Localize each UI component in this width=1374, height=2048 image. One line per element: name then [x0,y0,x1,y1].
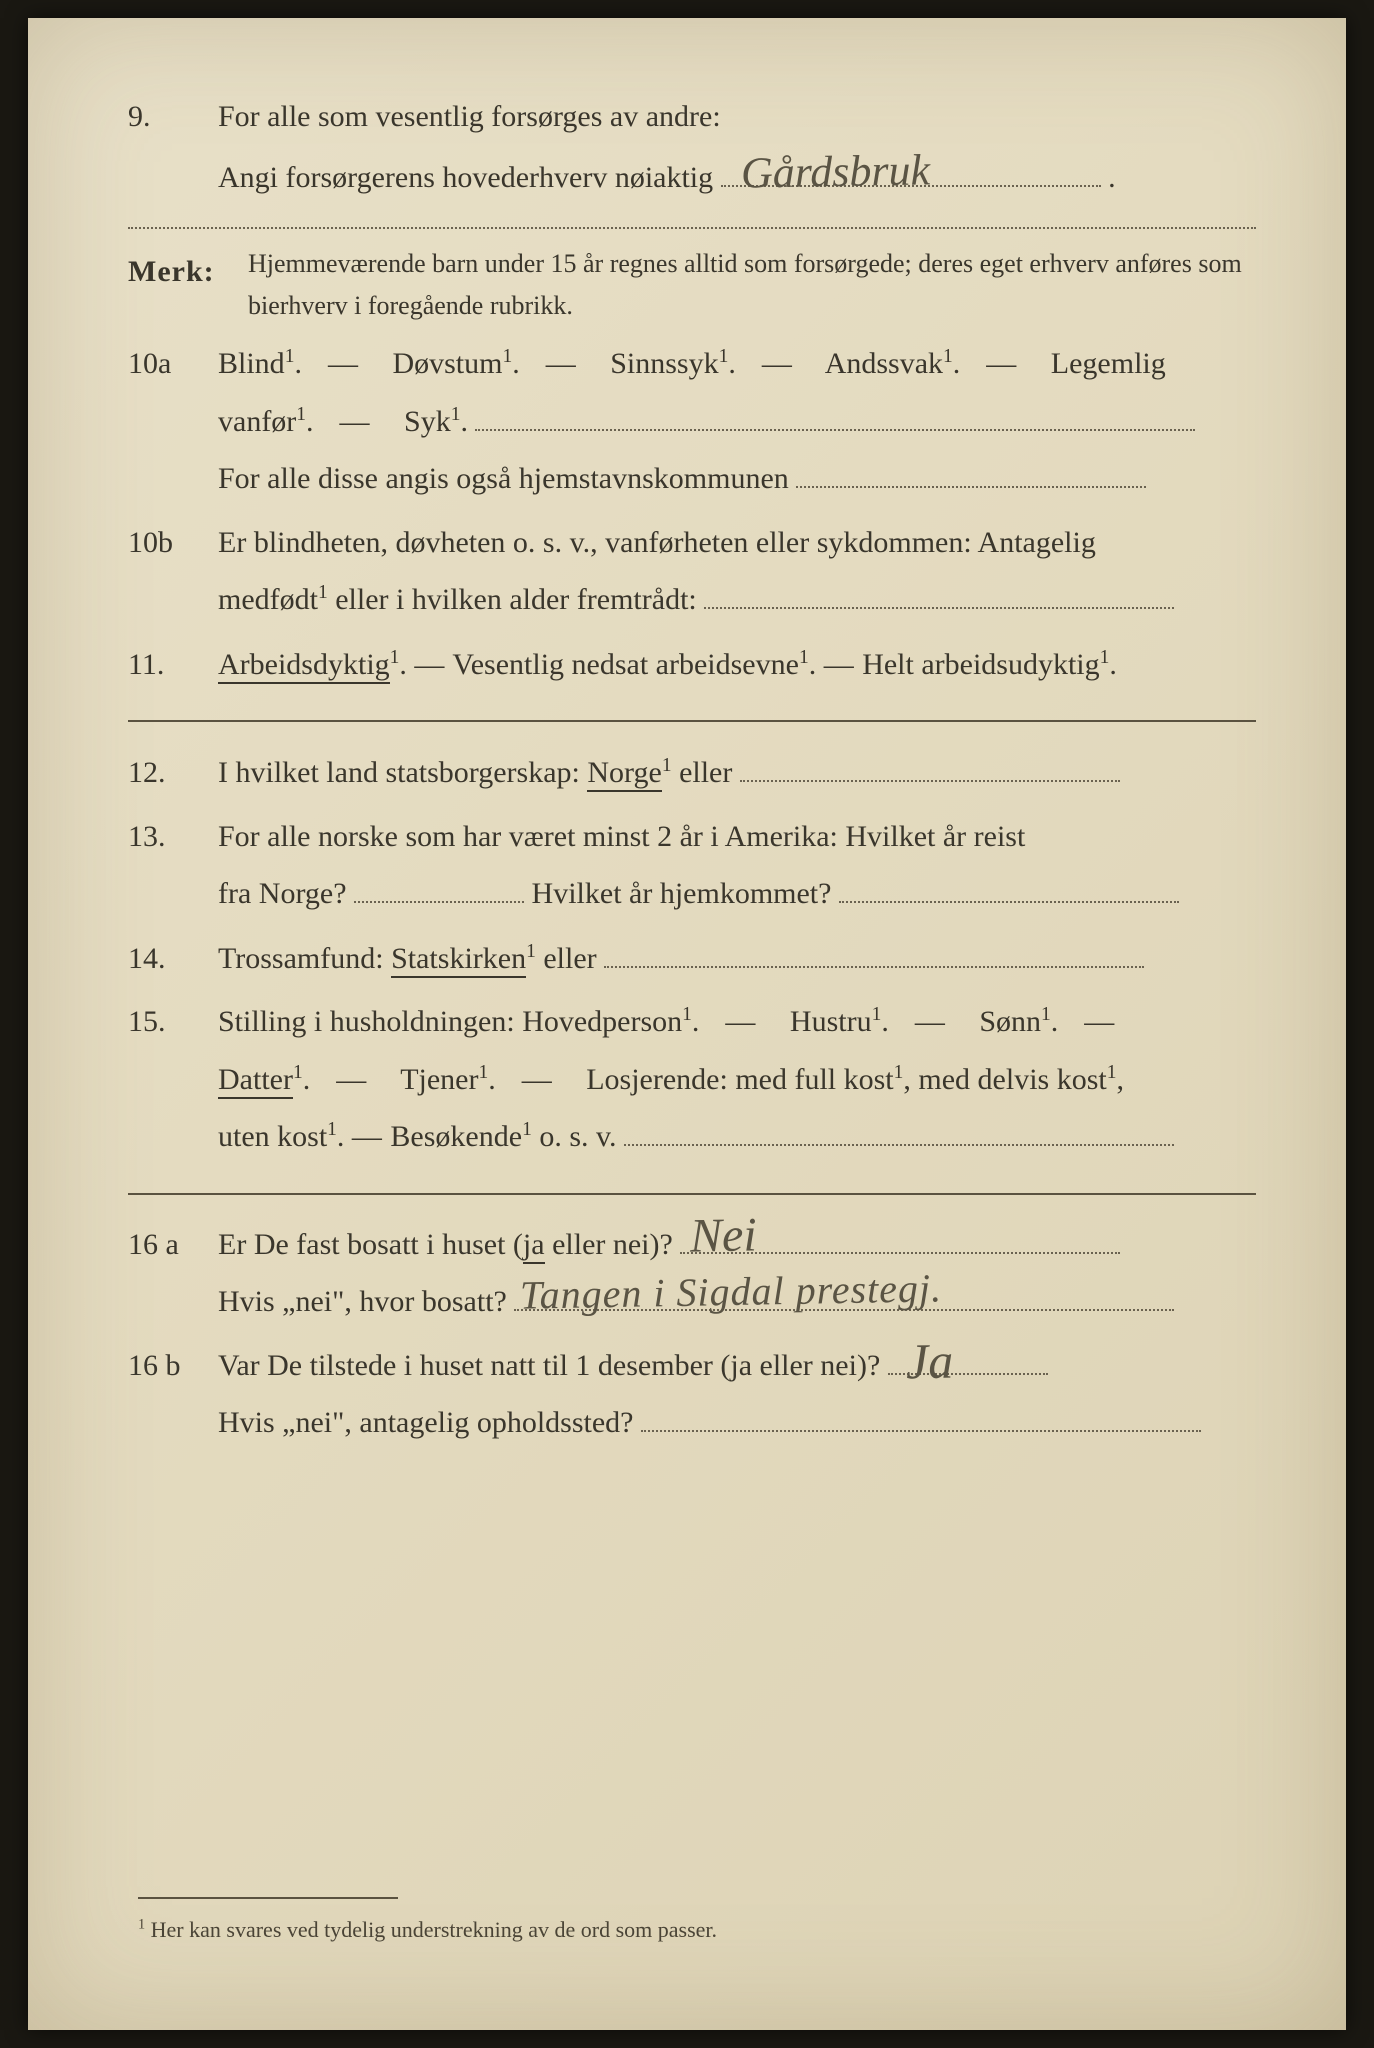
opt-datter: Datter [218,1063,293,1099]
q15-line2: Datter1.— Tjener1.— Losjerende: med full… [218,1052,1256,1108]
question-12: 12. I hvilket land statsborgerskap: Norg… [128,744,1256,803]
q13-hjem: Hvilket år hjemkommet? [532,877,832,910]
footnote: 1 Her kan svares ved tydelig understrekn… [138,1897,1236,1952]
question-10a: 10a Blind1.— Døvstum1.— Sinnssyk1.— Ands… [128,336,1256,509]
q13-line1: For alle norske som har været minst 2 år… [218,809,1256,865]
blank-line [839,867,1179,903]
q9-answer-line: Gårdsbruk [721,151,1101,187]
q15-line3: uten kost1. — Besøkende1 o. s. v. [218,1109,1256,1165]
q10a-line1: Blind1.— Døvstum1.— Sinnssyk1.— Andssvak… [218,336,1256,392]
divider-solid [128,720,1256,722]
footnote-rule [138,1897,398,1899]
opt-sinnssyk: Sinnssyk [610,347,718,380]
opt-blind: Blind [218,347,285,380]
opt-tjener: Tjener [400,1063,478,1096]
q15-line1: Stilling i husholdningen: Hovedperson1.—… [218,994,1256,1050]
opt-statskirken: Statskirken [391,942,526,978]
opt-vanfor: vanfør [218,405,296,438]
q10a-hjemstavn: For alle disse angis også hjemstavnskomm… [218,462,789,495]
opt-hustru: Hustru [790,1005,872,1038]
question-14: 14. Trossamfund: Statskirken1 eller [128,930,1256,989]
opt-legemlig: Legemlig [1051,347,1166,380]
q16b-answer1: Ja [905,1314,954,1407]
opt-sonn: Sønn [979,1005,1041,1038]
q9-number: 9. [128,88,218,209]
q10a-line3: For alle disse angis også hjemstavnskomm… [218,451,1256,507]
q9-answer: Gårdsbruk [740,127,931,216]
q13-line2: fra Norge? Hvilket år hjemkommet? [218,866,1256,922]
opt-medfodt: medfødt [218,583,318,616]
blank-line [704,573,1174,609]
q16a-answer2: Tangen i Sigdal prestegj. [520,1252,943,1333]
opt-uten: uten kost [218,1120,327,1153]
q10a-line2: vanfør1.— Syk1. [218,394,1256,450]
blank-line [624,1110,1174,1146]
opt-syk: Syk [404,405,451,438]
blank-line [354,867,524,903]
blank-line [475,395,1195,431]
question-15: 15. Stilling i husholdningen: Hovedperso… [128,994,1256,1167]
opt-norge: Norge [587,756,661,792]
merk-note: Merk: Hjemmeværende barn under 15 år reg… [128,243,1256,326]
q13-number: 13. [128,809,218,924]
document-page: 9. For alle som vesentlig forsørges av a… [28,18,1346,2030]
blank-line [604,932,1144,968]
question-16b: 16 b Var De tilstede i huset natt til 1 … [128,1338,1256,1453]
q15-text-a: Stilling i husholdningen: Hovedperson [218,1005,682,1038]
blank-line [641,1396,1201,1432]
q16a-number: 16 a [128,1217,218,1332]
q11-number: 11. [128,636,218,695]
q15-osv: o. s. v. [539,1120,616,1153]
q16b-text: Var De tilstede i huset natt til 1 desem… [218,1349,880,1382]
q12-number: 12. [128,744,218,803]
opt-losjerende: Losjerende: med full kost [586,1063,893,1096]
q16b-number: 16 b [128,1338,218,1453]
q16a-line2: Hvis „nei", hvor bosatt? Tangen i Sigdal… [218,1274,1256,1330]
q16a-answer2-line: Tangen i Sigdal prestegj. [514,1275,1174,1311]
opt-udyktig: Helt arbeidsudyktig [862,648,1099,681]
q10a-number: 10a [128,336,218,509]
opt-dovstum: Døvstum [392,347,502,380]
divider [128,227,1256,229]
q16b-line2: Hvis „nei", antagelig opholdssted? [218,1395,1256,1451]
q9-line2: Angi forsørgerens hovederhverv nøiaktig … [218,149,1256,208]
q10b-line2: medfødt1 eller i hvilken alder fremtrådt… [218,572,1256,628]
footnote-text: Her kan svares ved tydelig understreknin… [151,1917,717,1942]
q12-text-a: I hvilket land statsborgerskap: [218,756,587,789]
question-16a: 16 a Er De fast bosatt i huset (ja eller… [128,1217,1256,1332]
q9-period: . [1108,161,1116,194]
blank-line [796,452,1146,488]
q16a-hvor: Hvis „nei", hvor bosatt? [218,1285,507,1318]
q14-text-b: eller [543,942,596,975]
q16b-ophold: Hvis „nei", antagelig opholdssted? [218,1406,634,1439]
q10b-number: 10b [128,515,218,630]
q16a-answer-line: Nei [680,1218,1120,1254]
q14-text-a: Trossamfund: [218,942,391,975]
blank-line [740,746,1120,782]
q16b-line1: Var De tilstede i huset natt til 1 desem… [218,1338,1256,1394]
question-11: 11. Arbeidsdyktig1. — Vesentlig nedsat a… [128,636,1256,695]
merk-text: Hjemmeværende barn under 15 år regnes al… [248,243,1256,326]
q10b-text: eller i hvilken alder fremtrådt: [335,583,697,616]
q12-text-b: eller [679,756,732,789]
question-10b: 10b Er blindheten, døvheten o. s. v., va… [128,515,1256,630]
q10b-line1: Er blindheten, døvheten o. s. v., vanfør… [218,515,1256,571]
opt-delvis: med delvis kost [918,1063,1106,1096]
footnote-marker: 1 [138,1917,145,1933]
merk-label: Merk: [128,243,248,326]
question-9: 9. For alle som vesentlig forsørges av a… [128,88,1256,209]
q14-number: 14. [128,930,218,989]
q15-number: 15. [128,994,218,1167]
q16b-answer-line: Ja [888,1339,1048,1375]
question-13: 13. For alle norske som har været minst … [128,809,1256,924]
opt-andssvak: Andssvak [825,347,943,380]
opt-nedsat: Vesentlig nedsat arbeidsevne [452,648,799,681]
q9-line1: For alle som vesentlig forsørges av andr… [218,88,1256,147]
opt-besokende: Besøkende [390,1120,522,1153]
q16a-text-a: Er De fast bosatt i huset ( [218,1228,523,1261]
q9-prompt: Angi forsørgerens hovederhverv nøiaktig [218,161,713,194]
opt-arbeidsdyktig: Arbeidsdyktig [218,648,390,684]
q13-fra: fra Norge? [218,877,347,910]
